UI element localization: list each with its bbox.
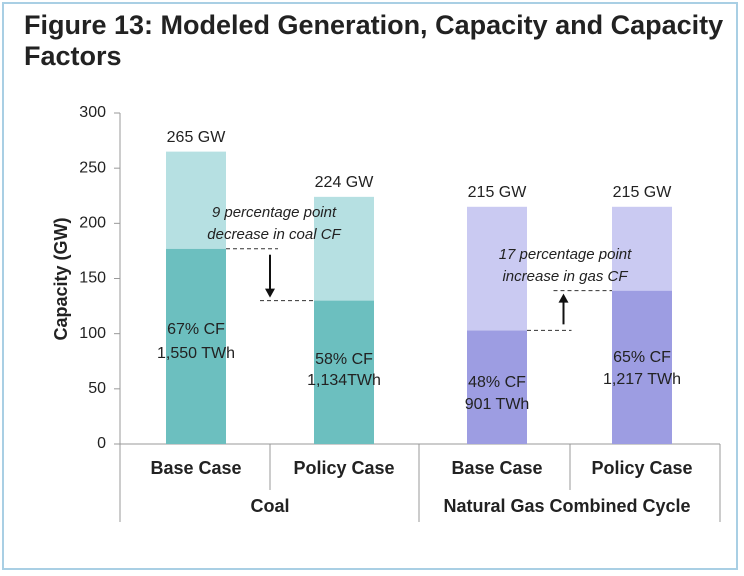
arrow-head <box>265 288 275 298</box>
cf-label: 58% CF <box>315 351 373 368</box>
bar-segment <box>612 290 672 444</box>
annotation: increase in gas CF <box>502 268 628 285</box>
y-tick-label: 300 <box>79 104 106 121</box>
total-label: 265 GW <box>167 129 227 146</box>
group-label: Coal <box>250 496 289 516</box>
cf-label: 67% CF <box>167 321 225 338</box>
y-tick-label: 200 <box>79 215 106 232</box>
x-tick-label: Policy Case <box>293 458 394 478</box>
generation-label: 901 TWh <box>465 396 530 413</box>
annotation: decrease in coal CF <box>207 226 341 243</box>
x-tick-label: Base Case <box>150 458 241 478</box>
arrow-head <box>558 293 569 303</box>
bar-segment <box>166 151 226 249</box>
y-tick-label: 50 <box>88 380 106 397</box>
cf-label: 65% CF <box>613 349 671 366</box>
bar-segment <box>166 248 226 444</box>
bar-segment <box>467 206 527 331</box>
x-tick-label: Policy Case <box>591 458 692 478</box>
y-tick-label: 0 <box>97 435 106 452</box>
y-tick-label: 250 <box>79 159 106 176</box>
total-label: 215 GW <box>613 184 673 201</box>
annotation: 9 percentage point <box>212 204 337 221</box>
annotation: 17 percentage point <box>499 246 632 263</box>
total-label: 224 GW <box>315 174 375 191</box>
group-label: Natural Gas Combined Cycle <box>443 496 690 516</box>
y-tick-label: 100 <box>79 325 106 342</box>
total-label: 215 GW <box>468 184 528 201</box>
chart-title: Figure 13: Modeled Generation, Capacity … <box>24 10 724 71</box>
bar-segment <box>314 196 374 301</box>
bar-segment <box>314 300 374 444</box>
cf-label: 48% CF <box>468 374 526 391</box>
y-axis-title: Capacity (GW) <box>51 217 71 340</box>
x-tick-label: Base Case <box>451 458 542 478</box>
bar-segment <box>467 330 527 444</box>
y-tick-label: 150 <box>79 270 106 287</box>
generation-label: 1,134TWh <box>307 372 381 389</box>
generation-label: 1,217 TWh <box>603 371 681 388</box>
bar-segment <box>612 206 672 291</box>
generation-label: 1,550 TWh <box>157 345 235 362</box>
